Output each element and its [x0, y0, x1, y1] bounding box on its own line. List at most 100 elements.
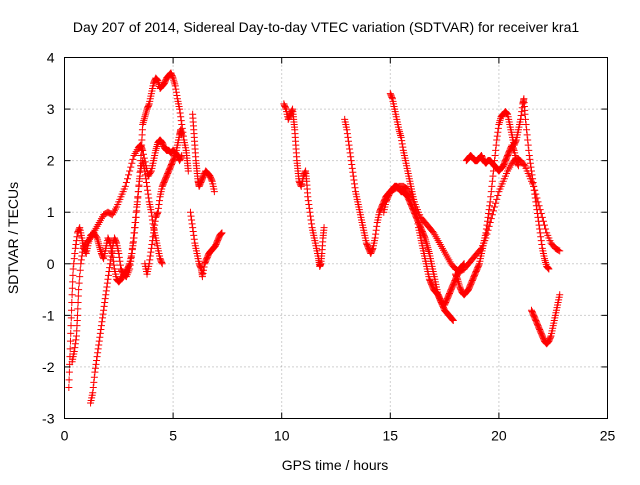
- data-point: [129, 239, 137, 247]
- data-point: [346, 145, 354, 153]
- data-point: [491, 203, 499, 211]
- data-point: [306, 208, 314, 216]
- data-point: [96, 333, 104, 341]
- data-point: [98, 318, 106, 326]
- data-point: [493, 132, 501, 140]
- data-point: [154, 204, 162, 212]
- data-point: [69, 265, 77, 273]
- data-point: [139, 119, 147, 127]
- data-point: [67, 329, 75, 337]
- y-tick-label: 4: [47, 50, 55, 66]
- data-point: [107, 252, 115, 260]
- series-arc-m: [527, 291, 564, 348]
- data-point: [529, 175, 537, 183]
- data-point: [78, 252, 86, 260]
- data-point: [148, 240, 156, 248]
- data-point: [67, 314, 75, 322]
- data-point: [488, 211, 496, 219]
- data-point: [523, 126, 531, 134]
- data-point: [368, 246, 376, 254]
- data-point: [147, 208, 155, 216]
- y-tick-label: 0: [47, 256, 55, 272]
- data-point: [282, 104, 290, 112]
- data-point: [512, 137, 520, 145]
- data-point: [348, 161, 356, 169]
- x-tick-label: 10: [274, 428, 290, 444]
- data-point: [536, 225, 544, 233]
- data-point: [67, 322, 75, 330]
- data-point: [126, 265, 134, 273]
- data-point: [347, 157, 355, 165]
- data-point: [99, 310, 107, 318]
- data-point: [483, 221, 491, 229]
- data-point: [388, 93, 396, 101]
- data-point: [178, 121, 186, 129]
- data-point: [147, 248, 155, 256]
- x-tick-label: 20: [491, 428, 507, 444]
- data-point: [210, 188, 218, 196]
- data-point: [198, 273, 206, 281]
- data-point: [145, 194, 153, 202]
- data-point: [72, 336, 80, 344]
- data-point: [141, 113, 149, 121]
- data-point: [487, 215, 495, 223]
- data-point: [421, 233, 429, 241]
- data-point: [144, 186, 152, 194]
- data-point: [423, 240, 431, 248]
- data-point: [65, 384, 73, 392]
- data-points: [65, 69, 564, 407]
- data-point: [127, 163, 135, 171]
- data-point: [115, 253, 123, 261]
- data-point: [397, 133, 405, 141]
- data-point: [158, 260, 166, 268]
- data-point: [133, 203, 141, 211]
- data-point: [150, 229, 158, 237]
- data-point: [97, 322, 105, 330]
- data-point: [66, 345, 74, 353]
- data-point: [131, 219, 139, 227]
- data-point: [130, 229, 138, 237]
- data-point: [144, 190, 152, 198]
- data-point: [525, 151, 533, 159]
- data-point: [75, 279, 83, 287]
- data-point: [104, 275, 112, 283]
- data-point: [110, 261, 118, 269]
- data-point: [89, 384, 97, 392]
- data-point: [449, 317, 457, 325]
- data-point: [95, 341, 103, 349]
- data-point: [95, 242, 103, 250]
- x-tick-label: 0: [61, 428, 69, 444]
- data-point: [218, 229, 226, 237]
- data-point: [94, 238, 102, 246]
- data-point: [522, 121, 530, 129]
- data-point: [135, 181, 143, 189]
- data-point: [487, 188, 495, 196]
- data-point: [200, 263, 208, 271]
- data-point: [112, 238, 120, 246]
- data-point: [530, 186, 538, 194]
- data-point: [116, 261, 124, 269]
- data-point: [132, 213, 140, 221]
- data-point: [494, 124, 502, 132]
- data-point: [495, 121, 503, 129]
- data-point: [399, 143, 407, 151]
- data-point: [424, 244, 432, 252]
- data-point: [199, 269, 207, 277]
- y-tick-label: -2: [42, 359, 55, 375]
- plot-frame: [64, 57, 608, 419]
- data-point: [531, 194, 539, 202]
- data-point: [538, 240, 546, 248]
- data-point: [536, 229, 544, 237]
- data-point: [65, 368, 73, 376]
- data-point: [517, 112, 525, 120]
- data-point: [121, 182, 129, 190]
- data-point: [65, 376, 73, 384]
- data-point: [176, 109, 184, 117]
- data-point: [320, 224, 328, 232]
- data-point: [150, 225, 158, 233]
- data-point: [483, 230, 491, 238]
- data-point: [343, 130, 351, 138]
- data-point: [91, 364, 99, 372]
- data-point: [145, 260, 153, 268]
- data-point: [171, 80, 179, 88]
